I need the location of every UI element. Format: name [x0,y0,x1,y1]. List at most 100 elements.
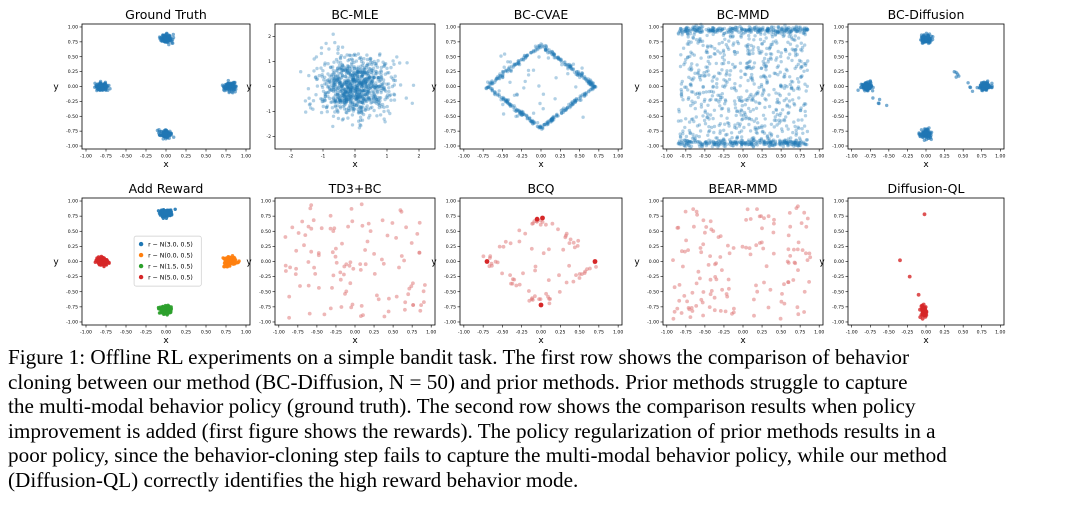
data-point [332,100,337,105]
data-point [715,77,719,81]
data-point [365,79,370,84]
data-point [415,232,420,236]
axes-frame [274,197,436,326]
data-point [368,106,373,110]
data-point [687,42,691,46]
data-point [323,94,327,99]
data-point [710,45,714,49]
data-point [387,89,391,94]
data-point [375,114,379,118]
data-point [704,27,708,32]
data-point [377,53,382,57]
data-point [703,230,707,235]
data-point [718,51,722,55]
data-point [355,75,360,79]
data-point [775,56,779,60]
data-point [589,81,594,85]
data-point [708,219,713,224]
x-tick-label: 0.50 [388,330,398,336]
data-point [732,306,736,311]
data-point [484,259,490,264]
data-point [356,96,360,100]
data-point [338,104,342,109]
data-point [171,32,175,37]
data-point [170,41,174,45]
data-point [756,92,760,96]
data-point [802,289,807,294]
data-point [384,95,389,99]
data-point [360,82,365,87]
data-point [362,97,366,101]
y-tick-label: 0.75 [446,39,456,45]
data-point [694,115,698,119]
data-point [690,62,694,66]
data-point [793,34,797,38]
data-point [771,251,776,256]
data-point [698,129,703,133]
data-point [330,106,335,110]
data-point [339,71,343,75]
data-point [508,273,512,277]
x-tick-label: 0.75 [977,154,987,160]
data-point [768,52,773,56]
data-point [538,297,543,301]
data-point [358,78,362,83]
data-point [524,114,529,118]
data-point [697,39,701,43]
data-point [526,73,531,77]
data-point [371,66,376,70]
data-point [794,133,798,137]
data-point [752,82,756,86]
data-point [584,91,589,95]
data-point [361,72,366,76]
data-point [355,67,359,71]
data-point [689,77,693,81]
data-point [727,39,731,43]
data-point [307,96,311,100]
data-point [340,88,344,92]
data-point [722,61,726,66]
data-point [733,102,737,106]
data-point [800,45,805,50]
data-point [778,316,783,321]
data-point [330,72,334,77]
data-point [765,81,769,85]
data-point [356,88,360,92]
legend-label: r ~ N(0.0, 0.5) [148,252,193,259]
data-point [337,63,342,67]
data-point [335,85,339,89]
x-tick-label: -0.25 [140,154,152,160]
x-tick-label: 0.25 [939,154,949,160]
data-point [283,235,288,239]
data-point [689,50,693,54]
data-point [358,118,363,123]
y-tick-label: -1.00 [832,144,844,150]
data-point [699,102,704,107]
data-point [314,93,318,97]
data-point [352,76,356,81]
data-point [708,254,712,258]
data-point [556,227,560,232]
data-point [333,99,337,103]
data-point [544,121,548,125]
data-point [779,119,783,123]
data-point [348,66,352,71]
data-point [382,86,386,90]
data-point [382,105,386,110]
x-tick-label: -1.00 [80,330,92,336]
data-point [776,25,780,29]
data-point [681,264,685,269]
data-point [355,70,359,74]
data-point [320,83,324,88]
data-point [687,120,692,124]
data-point [362,89,366,93]
data-point [356,76,360,80]
data-point [803,142,808,147]
data-point [358,92,362,97]
data-point [294,248,299,253]
x-tick-label: 0.25 [555,330,565,336]
x-tick-label: 1.00 [814,154,824,160]
data-point [364,82,368,86]
panel-title: Ground Truth [125,7,207,22]
y-tick-label: -1.00 [647,144,659,150]
